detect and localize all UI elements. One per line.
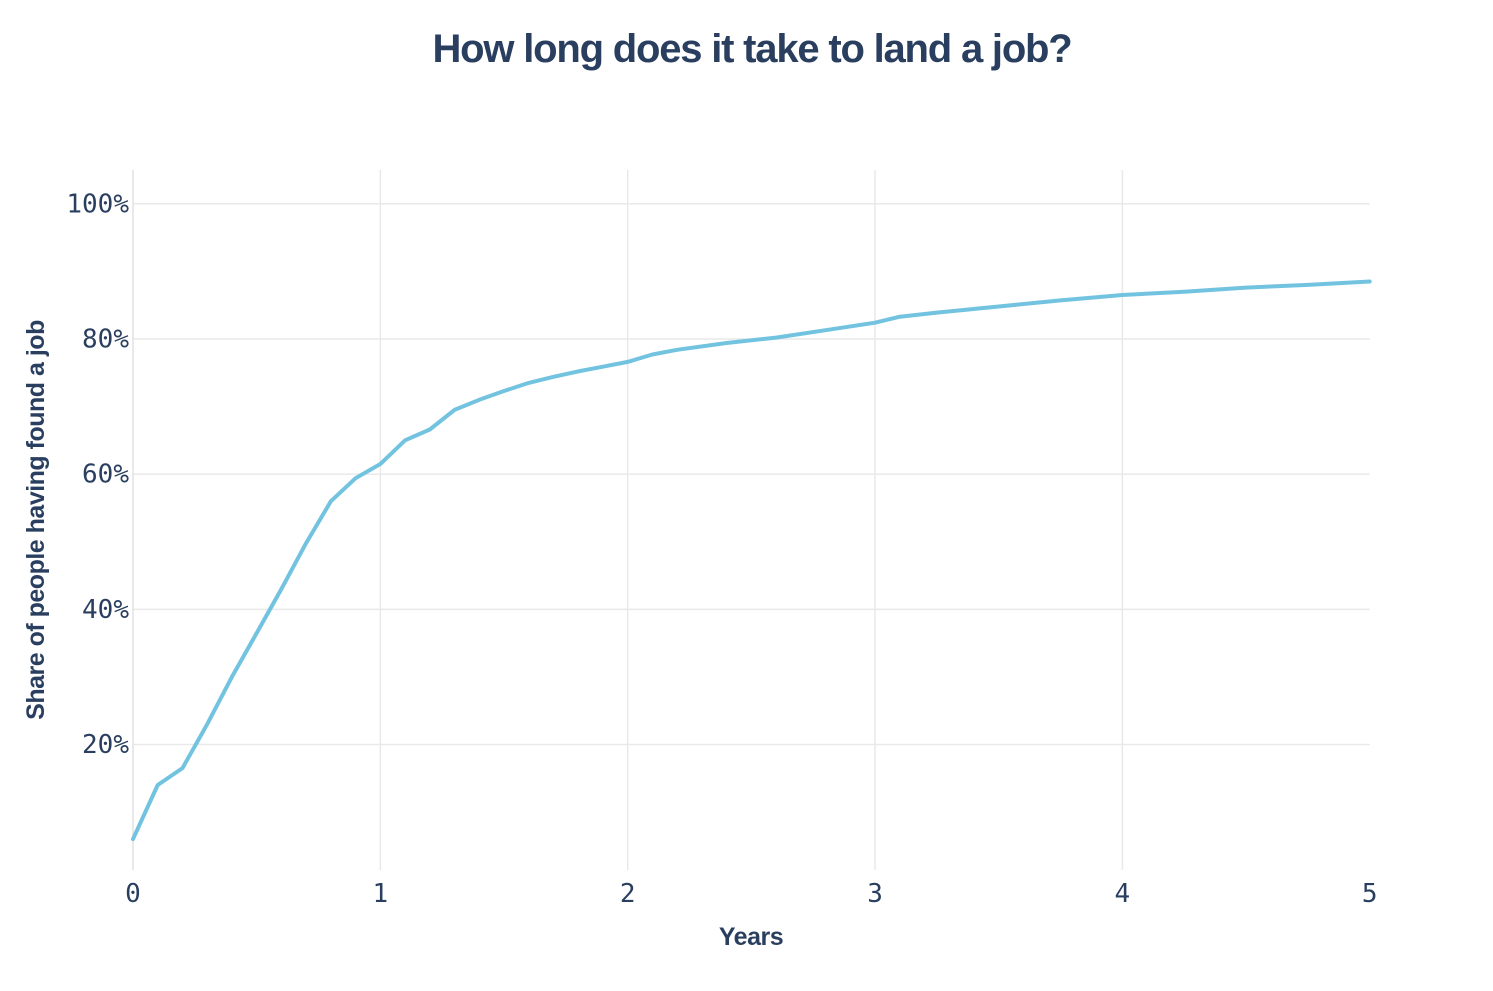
y-axis-title: Share of people having found a job: [22, 320, 50, 720]
x-axis-tick-labels: 0 1 2 3 4 5: [125, 879, 1377, 909]
series-group: [131, 279, 1372, 842]
x-axis-title: Years: [719, 923, 783, 951]
chart-title: How long does it take to land a job?: [432, 27, 1071, 71]
x-tick-label: 3: [867, 879, 883, 909]
y-tick-label: 60%: [82, 460, 129, 490]
plot-area[interactable]: [133, 170, 1370, 870]
x-tick-label: 0: [125, 879, 141, 909]
y-tick-label: 100%: [66, 189, 129, 219]
x-tick-label: 2: [620, 879, 636, 909]
x-tick-label: 4: [1115, 879, 1131, 909]
gridlines: [132, 170, 1370, 870]
y-tick-label: 20%: [82, 730, 129, 760]
y-axis-tick-labels: 20% 40% 60% 80% 100%: [66, 189, 129, 760]
series-line: [131, 279, 1372, 842]
x-tick-label: 1: [373, 879, 389, 909]
y-tick-label: 80%: [82, 325, 129, 355]
y-tick-label: 40%: [82, 595, 129, 625]
x-tick-label: 5: [1362, 879, 1378, 909]
